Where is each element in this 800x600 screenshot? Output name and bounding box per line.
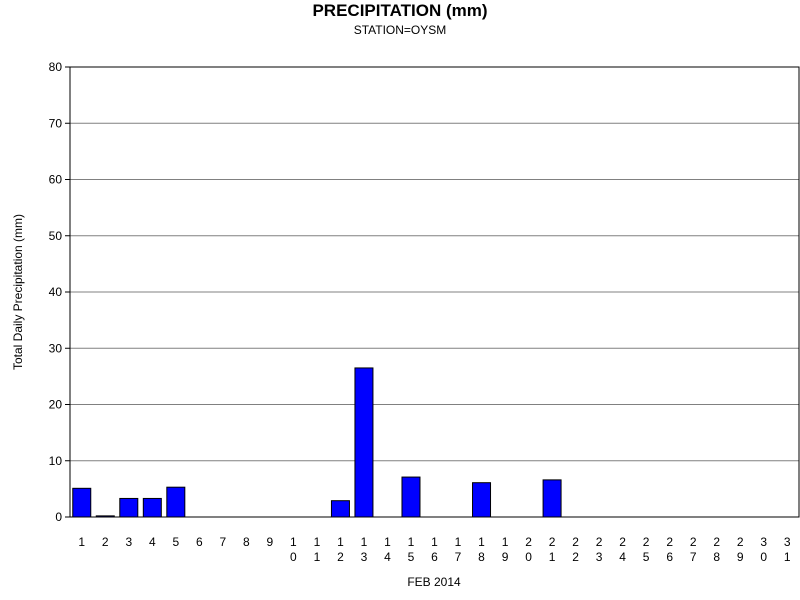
bar-day-12 <box>330 500 350 518</box>
y-axis-ticks: 0 10 20 30 40 50 60 70 80 <box>49 60 70 524</box>
x-tick-label: 8 <box>243 535 250 549</box>
y-tick-label: 80 <box>49 60 63 74</box>
y-tick-label: 30 <box>49 341 63 355</box>
bar-day-18 <box>472 482 492 518</box>
bar-day-1 <box>72 487 92 518</box>
y-tick-label: 70 <box>49 116 63 130</box>
x-axis-label: FEB 2014 <box>407 575 461 589</box>
bar-day-5 <box>166 486 186 518</box>
bar-day-13 <box>354 367 374 518</box>
x-tick-label: 4 <box>149 535 156 549</box>
bar-day-21 <box>542 479 562 518</box>
y-axis-label: Total Daily Precipitation (mm) <box>11 214 25 370</box>
gridlines <box>70 66 799 462</box>
bar-day-15 <box>401 476 421 518</box>
x-axis-ticks: 1 2 3 4 5 6 7 8 9 1 01 11 21 31 41 51 61 71 81 92 02 12 22 32 42… <box>78 535 790 564</box>
y-tick-label: 10 <box>49 454 63 468</box>
x-tick-label: 7 <box>220 535 227 549</box>
bar-day-4 <box>142 497 162 518</box>
x-tick-label: 9 <box>267 535 274 549</box>
x-tick-label: 3 <box>125 535 132 549</box>
x-tick-label: 6 <box>196 535 203 549</box>
chart-title: PRECIPITATION (mm) <box>312 1 488 20</box>
y-tick-label: 60 <box>49 173 63 187</box>
x-tick-label: 2 <box>102 535 109 549</box>
y-tick-label: 50 <box>49 229 63 243</box>
x-tick-label: 5 <box>172 535 179 549</box>
bar-day-3 <box>119 497 139 518</box>
x-tick-label: 1 <box>78 535 85 549</box>
y-tick-label: 0 <box>55 510 62 524</box>
y-tick-label: 40 <box>49 285 63 299</box>
bars <box>72 367 562 518</box>
y-tick-label: 20 <box>49 398 63 412</box>
chart-subtitle: STATION=OYSM <box>353 23 447 37</box>
